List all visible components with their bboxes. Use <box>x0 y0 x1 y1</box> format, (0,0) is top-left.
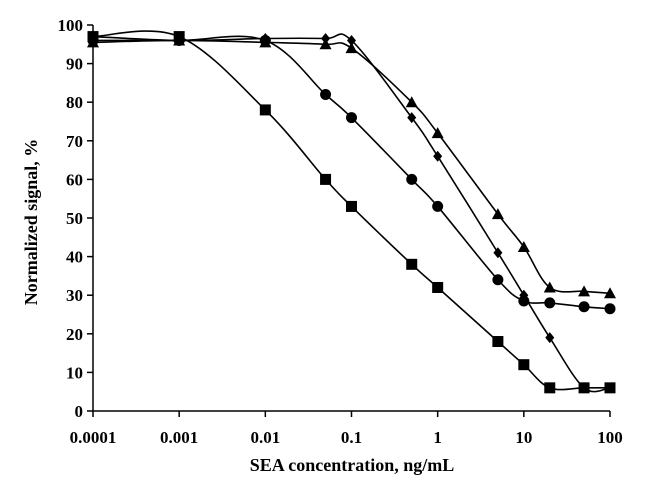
circle-marker <box>578 301 590 313</box>
y-tick-label: 100 <box>58 16 84 35</box>
square-marker <box>406 258 418 270</box>
y-tick-label: 30 <box>66 286 83 305</box>
triangle-marker <box>517 240 530 252</box>
circle-series-line <box>93 35 611 310</box>
x-tick-label: 0.001 <box>160 428 198 447</box>
x-tick-label: 1 <box>433 428 442 447</box>
x-tick-label: 100 <box>597 428 623 447</box>
triangle-marker <box>578 285 591 297</box>
square-marker <box>544 382 556 394</box>
x-axis-title: SEA concentration, ng/mL <box>250 455 455 475</box>
square-series <box>87 30 616 394</box>
x-tick-label: 0.01 <box>250 428 280 447</box>
circle-marker <box>492 274 504 286</box>
circle-marker <box>544 297 556 309</box>
circle-marker <box>604 303 616 315</box>
y-tick-label: 0 <box>75 402 84 421</box>
triangle-marker <box>491 208 504 220</box>
y-tick-label: 90 <box>66 55 83 74</box>
triangle-marker <box>431 127 444 139</box>
y-tick-label: 10 <box>66 363 83 382</box>
y-tick-label: 60 <box>66 170 83 189</box>
triangle-marker <box>319 38 332 50</box>
circle-marker <box>320 88 332 100</box>
square-marker <box>259 104 271 116</box>
triangle-marker <box>87 36 99 48</box>
triangle-series-line <box>92 39 611 295</box>
y-tick-label: 50 <box>66 209 83 228</box>
square-marker <box>432 281 444 293</box>
y-axis-title: Normalized signal, % <box>21 139 41 306</box>
square-marker <box>320 173 332 185</box>
x-tick-label: 0.1 <box>341 428 362 447</box>
circle-series <box>87 34 616 315</box>
diamond-marker <box>433 150 443 162</box>
y-tick-label: 20 <box>66 325 83 344</box>
circle-marker <box>432 200 444 212</box>
diamond-marker <box>579 382 589 394</box>
circle-marker <box>406 173 418 185</box>
diamond-series <box>88 31 615 394</box>
square-marker <box>346 200 357 212</box>
diamond-marker <box>605 382 615 394</box>
triangle-marker <box>604 287 616 299</box>
diamond-marker <box>407 112 417 124</box>
diamond-marker <box>493 247 503 259</box>
series-layer <box>87 30 616 394</box>
diamond-series-line <box>92 33 611 393</box>
square-marker <box>518 359 530 371</box>
triangle-marker <box>259 36 272 48</box>
square-marker <box>492 336 504 348</box>
y-tick-label: 40 <box>66 248 83 267</box>
triangle-marker <box>405 96 418 108</box>
axes: 0 10 20 30 40 50 60 70 80 90 100 0.0001 0.001 0.01 0.1… <box>58 16 623 447</box>
y-tick-label: 70 <box>66 132 83 151</box>
triangle-marker <box>345 42 358 54</box>
diamond-marker <box>519 289 529 301</box>
triangle-marker <box>173 34 186 46</box>
x-tick-label: 10 <box>515 428 532 447</box>
triangle-series <box>87 34 616 299</box>
y-tick-label: 80 <box>66 93 83 112</box>
circle-marker <box>346 112 357 124</box>
x-tick-label: 0.0001 <box>70 428 117 447</box>
diamond-marker <box>347 34 356 46</box>
triangle-marker <box>543 281 556 293</box>
diamond-marker <box>545 332 555 344</box>
